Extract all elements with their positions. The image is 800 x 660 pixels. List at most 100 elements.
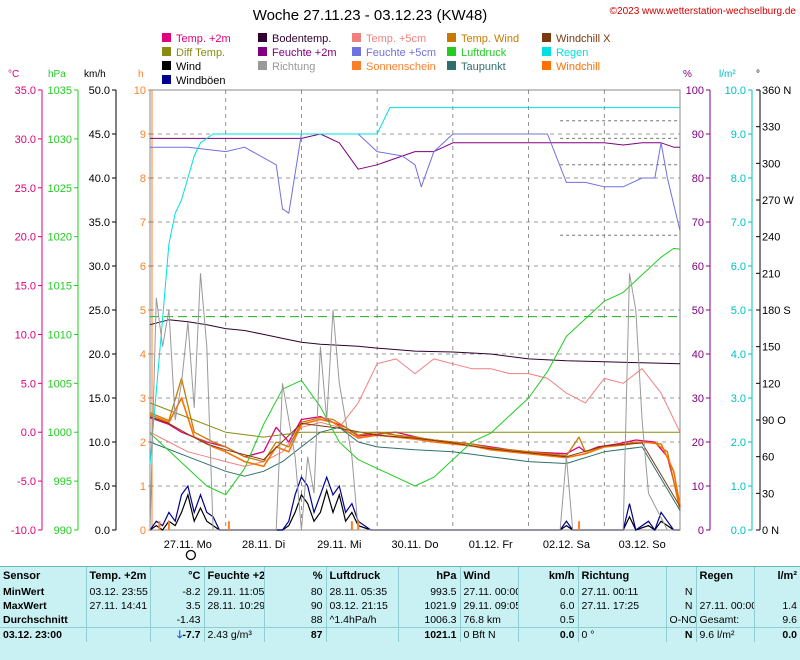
hdr-temp-unit: °C	[149, 567, 204, 585]
series	[149, 107, 681, 532]
legend-label: Bodentemp.	[272, 33, 331, 45]
wind-time: 76.8 km	[459, 613, 518, 628]
legend-label: Windchill X	[556, 33, 611, 45]
legend-swatch	[447, 47, 456, 56]
legend-swatch	[447, 61, 456, 70]
press-value: 1021.9	[397, 599, 460, 613]
tick-label-sun: 1	[140, 481, 146, 493]
press-value: 993.5	[397, 585, 460, 599]
stats-row-current: 03.12. 23:00 🡓-7.7 2.43 g/m³ 87 1021.1 0…	[0, 627, 800, 642]
legend-label: Feuchte +2m	[272, 47, 337, 59]
tick-label-sun: 10	[134, 85, 146, 97]
series-line-regen	[149, 107, 680, 465]
dir-time	[577, 613, 666, 628]
tick-label-direction: 90 O	[762, 415, 786, 427]
tick-label-direction: 240	[762, 232, 780, 244]
hdr-press-unit: hPa	[397, 567, 460, 585]
grid	[149, 89, 681, 531]
chart-legend: Temp. +2m Bodentemp. Temp. +5cm Temp. Wind W…	[162, 33, 611, 87]
stats-header-row: Sensor Temp. +2m °C Feuchte +2m % Luftdr…	[0, 567, 800, 585]
tick-label-rain: 10.0	[725, 85, 746, 97]
tick-label-temp: 5.0	[21, 378, 36, 390]
current-dir-value: N	[665, 627, 696, 642]
day-label: 03.12. So	[619, 539, 666, 551]
legend-label: Wind	[176, 61, 201, 73]
series-line-feuchte-5cm	[150, 133, 681, 231]
series-line-taupunkt	[149, 426, 681, 511]
rain-value: 1.4	[753, 599, 800, 613]
tick-label-humidity: 60	[692, 261, 704, 273]
legend-label: Temp. +2m	[176, 33, 231, 45]
tick-label-pressure: 1010	[48, 329, 72, 341]
axis-unit-rain: l/m²	[719, 69, 736, 80]
tick-label-rain: 1.0	[731, 481, 746, 493]
axes: 35.030.025.020.015.010.05.00.0-5.0-10.01…	[11, 85, 794, 537]
tick-label-pressure: 995	[54, 476, 72, 488]
temp-time: 03.12. 23:55	[85, 585, 150, 599]
dir-value: N	[665, 585, 696, 599]
press-time: 03.12. 21:15	[325, 599, 398, 613]
sunshine-bar	[578, 521, 581, 530]
tick-label-pressure: 1020	[48, 232, 72, 244]
series-line-windb-en	[149, 475, 680, 532]
hdr-dir-blank	[665, 567, 696, 585]
tick-label-wind: 45.0	[89, 129, 110, 141]
hdr-hum: Feuchte +2m	[203, 567, 264, 585]
tick-label-pressure: 1025	[48, 183, 72, 195]
tick-label-temp: -10.0	[11, 525, 36, 537]
day-label: 27.11. Mo	[164, 539, 212, 551]
hum-value: 90	[263, 599, 326, 613]
tick-label-temp: -5.0	[17, 476, 36, 488]
current-rain-extra: 9.6 l/m²	[695, 627, 754, 642]
tick-label-wind: 0.0	[95, 525, 110, 537]
legend-swatch	[162, 33, 171, 42]
axis-unit-wind: km/h	[84, 69, 106, 80]
stats-row-avg: Durchschnitt -1.43 88 ^1.4hPa/h 1006.3 7…	[0, 613, 800, 628]
tick-label-direction: 0 N	[762, 525, 779, 537]
wind-value: 0.0	[517, 585, 578, 599]
press-value: 1006.3	[397, 613, 460, 628]
temp-time: 27.11. 14:41	[85, 599, 150, 613]
tick-label-rain: 8.0	[731, 173, 746, 185]
tick-label-sun: 2	[140, 437, 146, 449]
tick-label-wind: 35.0	[89, 217, 110, 229]
tick-label-direction: 270 W	[762, 195, 794, 207]
legend-swatch	[352, 61, 361, 70]
tick-label-sun: 5	[140, 305, 146, 317]
tick-label-sun: 8	[140, 173, 146, 185]
legend-label: Temp. +5cm	[366, 33, 426, 45]
tick-label-humidity: 100	[686, 85, 704, 97]
wind-time: 29.11. 09:05	[459, 599, 518, 613]
tick-label-rain: 0.0	[731, 525, 746, 537]
tick-label-sun: 6	[140, 261, 146, 273]
day-labels: 27.11. Mo 28.11. Di 29.11. Mi 30.11. Do 01.1…	[164, 539, 666, 561]
tick-label-sun: 4	[140, 349, 146, 361]
tick-label-direction: 150	[762, 342, 780, 354]
tick-label-wind: 10.0	[89, 437, 110, 449]
tick-label-direction: 300	[762, 158, 780, 170]
axis-unit-humidity: %	[683, 69, 692, 80]
tick-label-temp: 25.0	[15, 183, 36, 195]
current-press-blank	[325, 627, 398, 642]
day-label: 28.11. Di	[242, 539, 285, 551]
row-label: MaxWert	[3, 600, 47, 612]
tick-label-temp: 0.0	[21, 427, 36, 439]
stats-panel: Sensor Temp. +2m °C Feuchte +2m % Luftdr…	[0, 566, 800, 660]
series-line-diff-temp-	[149, 402, 680, 438]
legend-swatch	[162, 47, 171, 56]
hdr-wind-unit: km/h	[517, 567, 578, 585]
tick-label-humidity: 30	[692, 393, 704, 405]
copyright: ©2023 www.wetterstation-wechselburg.de	[610, 6, 797, 17]
weather-chart: Woche 27.11.23 - 03.12.23 (KW48) ©2023 w…	[8, 6, 797, 561]
down-arrow-icon: 🡓	[176, 629, 183, 641]
current-temp: -7.7	[182, 629, 201, 641]
axis-units: °C hPa km/h h% l/m² °	[8, 69, 760, 80]
legend-swatch	[258, 61, 267, 70]
legend-swatch	[162, 75, 171, 84]
temp-time	[85, 613, 150, 628]
row-label: MinWert	[3, 586, 45, 598]
tick-label-humidity: 10	[692, 481, 704, 493]
legend-swatch	[447, 33, 456, 42]
current-temp-cell: 🡓-7.7	[149, 627, 204, 642]
rain-time: Gesamt:	[695, 613, 754, 628]
